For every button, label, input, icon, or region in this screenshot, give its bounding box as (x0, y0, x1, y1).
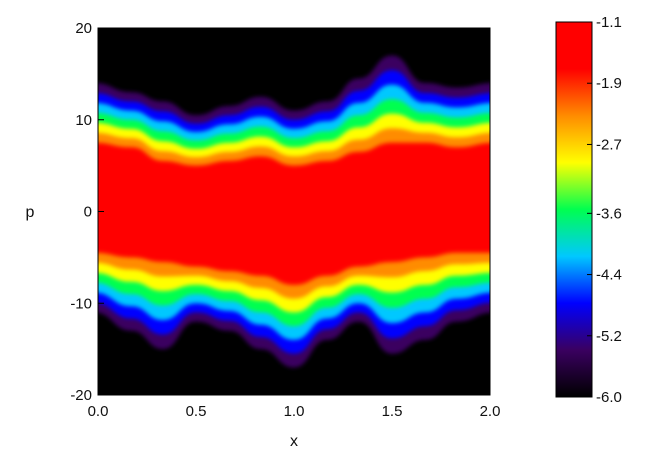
y-tick-label: 0 (84, 204, 92, 221)
y-axis-label: p (26, 204, 35, 221)
x-tick-label: 0.5 (186, 403, 207, 420)
heatmap-plot-area (97, 27, 491, 396)
colorbar-ticks: -1.1 -1.9 -2.7 -3.6 -4.4 -5.2 -6.0 (587, 14, 622, 406)
x-tick-label: 1.5 (382, 403, 403, 420)
y-tick-label: 10 (75, 112, 92, 129)
x-tick-label: 2.0 (480, 403, 501, 420)
colorbar-tick-label: -1.9 (596, 75, 622, 92)
x-tick-label: 1.0 (284, 403, 305, 420)
y-tick-label: -20 (70, 387, 92, 404)
colorbar-tick-label: -1.1 (596, 14, 622, 31)
colorbar-tick-label: -5.2 (596, 328, 622, 345)
y-axis-ticks: -20 -10 0 10 20 (70, 20, 104, 404)
colorbar-tick-label: -4.4 (596, 267, 622, 284)
y-tick-label: -10 (70, 295, 92, 312)
x-axis-label: x (290, 433, 298, 450)
colorbar-tick-label: -3.6 (596, 205, 622, 222)
y-tick-label: 20 (75, 20, 92, 37)
heatmap-bands (98, 55, 490, 368)
heat-band-level-6 (98, 142, 490, 285)
colorbar-gradient (555, 21, 593, 398)
x-axis-ticks: 0.0 0.5 1.0 1.5 2.0 (88, 389, 501, 420)
colorbar: -1.1 -1.9 -2.7 -3.6 -4.4 -5.2 -6.0 (555, 14, 622, 406)
colorbar-tick-label: -2.7 (596, 136, 622, 153)
colorbar-tick-label: -6.0 (596, 389, 622, 406)
x-tick-label: 0.0 (88, 403, 109, 420)
